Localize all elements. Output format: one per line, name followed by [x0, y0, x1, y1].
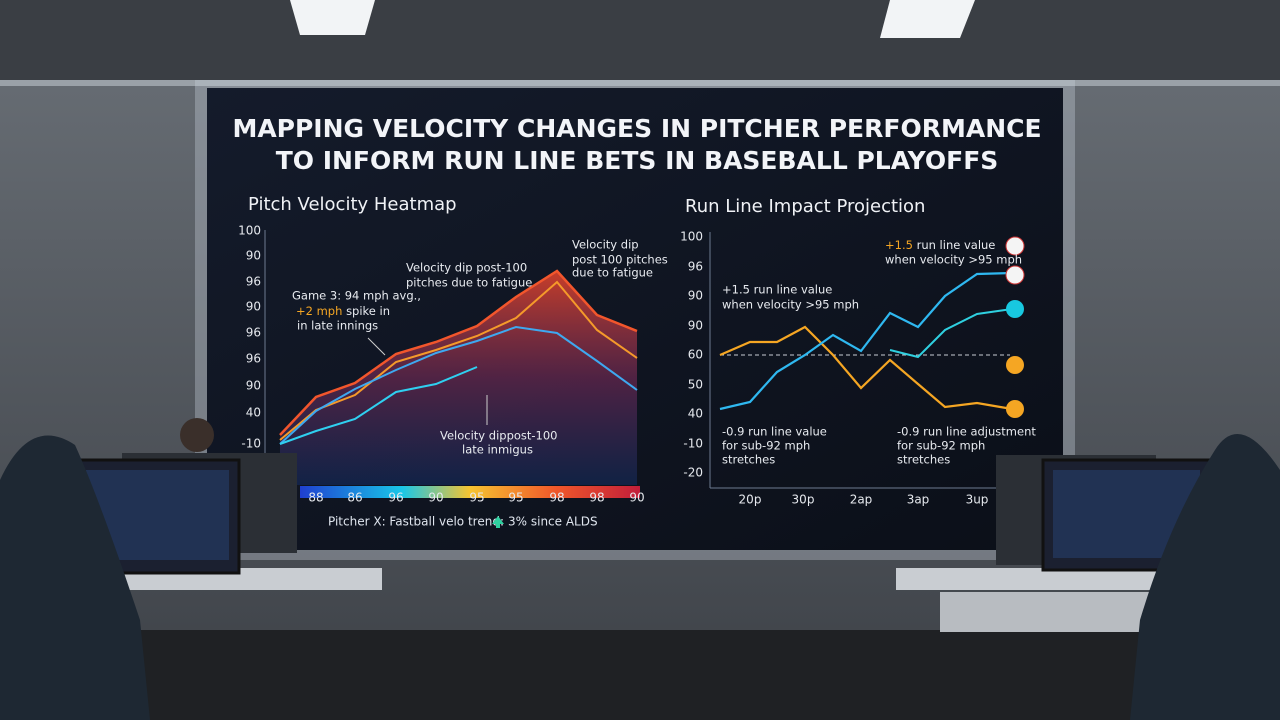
ceiling: [0, 0, 1280, 80]
x-label: 98: [549, 491, 564, 505]
annotation: when velocity >95 mph: [722, 298, 859, 312]
footer-value: 3% since ALDS: [508, 515, 598, 529]
y-label: 96: [688, 260, 703, 274]
y-label: -10: [241, 437, 261, 451]
line: [279, 269, 638, 436]
x-label: 20p: [739, 493, 762, 507]
light: [880, 0, 975, 38]
coin-icon: [1006, 356, 1024, 374]
annotation: due to fatigue: [572, 266, 653, 280]
annotation: Game 3: 94 mph avg.,: [292, 289, 421, 303]
y-label: 96: [246, 352, 261, 366]
x-label: 90: [428, 491, 443, 505]
x-label: 88: [308, 491, 323, 505]
x-label: 2ap: [850, 493, 873, 507]
annotation: +1.5 run line value: [885, 238, 995, 252]
x-label: 98: [589, 491, 604, 505]
annotation: -0.9 run line value: [722, 425, 827, 439]
up-arrow: [492, 516, 504, 528]
annotation: stretches: [722, 453, 775, 467]
y-label: 90: [688, 319, 703, 333]
x-label: 96: [388, 491, 403, 505]
coin-icon: [1006, 300, 1024, 318]
highlight: +1.5: [885, 238, 913, 252]
annotation: Velocity dippost-100: [440, 429, 558, 443]
desk: [896, 568, 1196, 590]
y-label: -20: [683, 466, 703, 480]
y-label: 60: [688, 348, 703, 362]
y-label: 100: [680, 230, 703, 244]
line: [719, 325, 1013, 411]
y-label: 40: [246, 406, 261, 420]
screen-title: MAPPING VELOCITY CHANGES IN PITCHER PERF…: [232, 114, 1041, 143]
annotation: Velocity dip post-100: [406, 261, 527, 275]
y-label: 40: [688, 407, 703, 421]
x-label: 3ap: [907, 493, 930, 507]
annotation: for sub-92 mph: [722, 439, 810, 453]
footer: Pitcher X: Fastball velo trend:: [328, 515, 504, 529]
person: [1130, 434, 1280, 720]
y-label: 90: [688, 289, 703, 303]
x-label: 95: [469, 491, 484, 505]
y-label: 90: [246, 249, 261, 263]
x-label: 86: [347, 491, 362, 505]
annotation: -0.9 run line adjustment: [897, 425, 1036, 439]
annotation: pitches due to fatigue: [406, 276, 532, 290]
screen-title: TO INFORM RUN LINE BETS IN BASEBALL PLAY…: [276, 146, 999, 175]
y-label: 90: [246, 379, 261, 393]
x-label: 3up: [966, 493, 989, 507]
person: [180, 418, 214, 452]
person: [0, 435, 150, 720]
annotation: when velocity >95 mph: [885, 253, 1022, 267]
y-label: -10: [683, 437, 703, 451]
light: [290, 0, 375, 35]
line: [279, 325, 638, 445]
annotation: spike in: [346, 304, 390, 318]
y-label: 90: [246, 300, 261, 314]
annotation: late inmigus: [462, 443, 533, 457]
y-label: 50: [688, 378, 703, 392]
y-label: 100: [238, 224, 261, 238]
y-label: 96: [246, 275, 261, 289]
line: [889, 308, 1013, 359]
annotation: in late innings: [297, 319, 378, 333]
annotation: post 100 pitches: [572, 253, 668, 267]
annotation: stretches: [897, 453, 950, 467]
heat-area: [280, 271, 637, 485]
x-label: 95: [508, 491, 523, 505]
floor: [0, 630, 1280, 720]
wall-trim: [0, 80, 1280, 86]
x-label: 90: [629, 491, 644, 505]
line: [279, 280, 638, 441]
baseball-icon: [1005, 236, 1025, 256]
annotation: run line value: [917, 238, 996, 252]
line: [719, 271, 1013, 411]
y-label: 96: [246, 326, 261, 340]
annotation: +2 mph spike in: [296, 304, 390, 318]
leader: [367, 337, 386, 356]
panel-title: Pitch Velocity Heatmap: [248, 194, 457, 215]
x-label: 30p: [792, 493, 815, 507]
color-scale: [300, 486, 640, 498]
annotation: for sub-92 mph: [897, 439, 985, 453]
panel-title: Run Line Impact Projection: [685, 196, 925, 217]
coin-icon: [1006, 400, 1024, 418]
baseball-icon: [1005, 265, 1025, 285]
annotation: +1.5 run line value: [722, 283, 832, 297]
annotation: Velocity dip: [572, 238, 639, 252]
line: [279, 366, 478, 445]
highlight: +2 mph: [296, 304, 342, 318]
